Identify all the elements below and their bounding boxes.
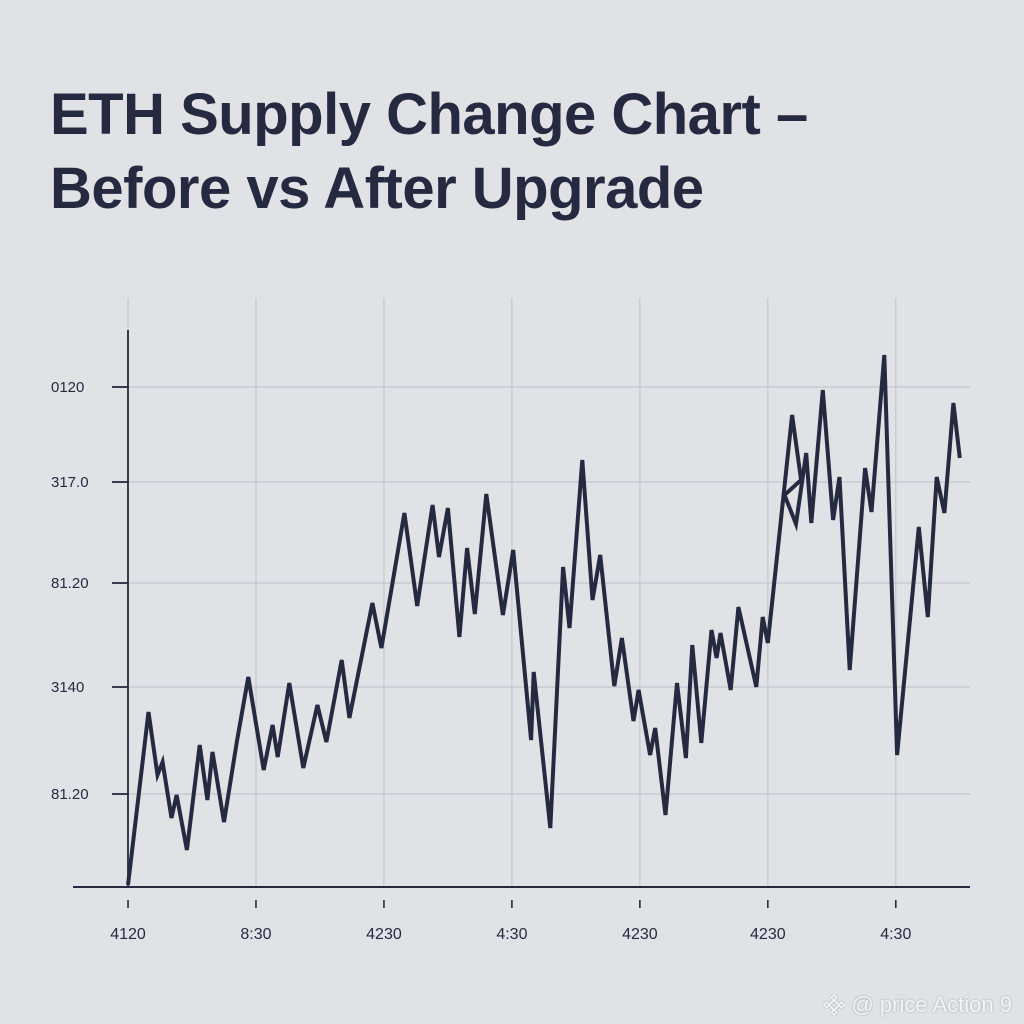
y-tick-label: 0120 [51, 379, 84, 396]
x-tick-label: 4230 [366, 926, 402, 943]
x-tick-label: 4230 [622, 926, 658, 943]
x-tick-label: 4120 [110, 926, 146, 943]
x-tick-label: 4:30 [496, 926, 527, 943]
y-tick-labels: 0120 317.0 81.20 3140 81.20 [51, 379, 89, 803]
binance-diamond-icon [823, 994, 846, 1016]
x-tick-label: 4230 [750, 926, 786, 943]
y-tick-label: 317.0 [51, 474, 89, 491]
series-line [126, 354, 962, 886]
chart-title-line-2: Before vs After Upgrade [50, 156, 704, 221]
y-tick-label: 81.20 [51, 786, 89, 803]
chart-title-line-1: ETH Supply Change Chart – [50, 82, 808, 147]
axes [73, 330, 970, 888]
y-tick-label: 81.20 [51, 575, 89, 592]
x-tick-label: 8:30 [240, 926, 271, 943]
watermark-text: @ price Action 9 [851, 992, 1012, 1017]
x-tick-labels: 4120 8:30 4230 4:30 4230 4230 4:30 [110, 926, 911, 943]
vertical-gridlines [127, 298, 897, 887]
chart-title: ETH Supply Change Chart – Before vs Afte… [50, 78, 808, 226]
watermark: @ price Action 9 [823, 992, 1012, 1018]
y-tick-label: 3140 [51, 679, 84, 696]
x-tick-label: 4:30 [880, 926, 911, 943]
tick-marks [112, 386, 897, 908]
series-group [126, 354, 962, 886]
